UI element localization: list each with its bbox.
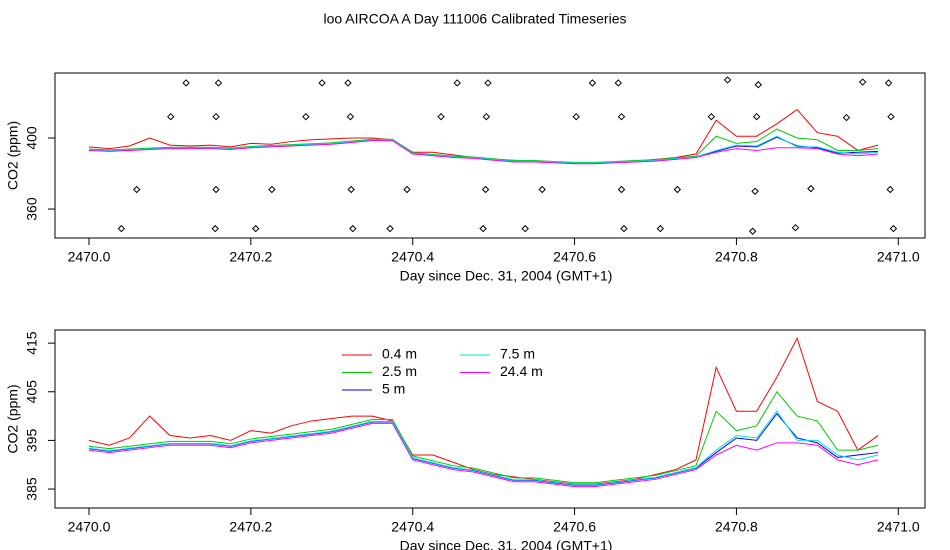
point xyxy=(117,224,126,233)
point xyxy=(538,185,546,194)
point xyxy=(617,185,626,194)
legend-label: 2.5 m xyxy=(382,363,417,379)
point xyxy=(791,223,800,232)
point xyxy=(521,224,529,233)
series-line xyxy=(88,336,879,485)
x-tick-label: 2470.2 xyxy=(229,519,272,535)
point xyxy=(858,78,867,86)
point xyxy=(614,79,622,87)
point xyxy=(807,184,815,193)
y-tick-label: 395 xyxy=(24,429,40,453)
legend-label: 0.4 m xyxy=(382,346,417,362)
y-axis-label: CO2 (ppm) xyxy=(5,384,21,453)
x-tick-label: 2470.8 xyxy=(715,249,758,265)
y-tick-label: 415 xyxy=(24,331,40,355)
x-tick-label: 2470.8 xyxy=(715,519,758,535)
point xyxy=(842,113,851,122)
point xyxy=(437,112,445,121)
plot-frame xyxy=(54,329,926,509)
y-tick-label: 385 xyxy=(24,477,40,501)
point xyxy=(251,224,260,233)
point xyxy=(752,112,761,121)
point xyxy=(212,112,220,121)
point xyxy=(349,224,357,233)
plot-frame xyxy=(54,72,926,239)
point xyxy=(386,224,394,233)
x-tick-label: 2470.2 xyxy=(229,249,272,265)
series-line xyxy=(88,390,879,484)
point xyxy=(346,112,355,121)
point xyxy=(347,185,355,194)
x-axis-label: Day since Dec. 31, 2004 (GMT+1) xyxy=(400,538,613,550)
point xyxy=(182,79,190,87)
series-line xyxy=(88,422,879,488)
point xyxy=(723,76,732,84)
series-line xyxy=(88,410,879,486)
point xyxy=(133,185,141,194)
y-tick-label: 360 xyxy=(24,197,40,221)
point xyxy=(484,79,492,87)
legend-label: 5 m xyxy=(382,381,405,397)
series-line xyxy=(88,108,879,164)
point xyxy=(884,79,893,87)
series-line xyxy=(88,128,879,163)
point xyxy=(751,187,759,195)
point xyxy=(214,79,223,87)
legend-label: 7.5 m xyxy=(500,346,535,362)
point xyxy=(479,224,487,233)
point xyxy=(318,79,326,87)
x-tick-label: 2470.4 xyxy=(391,249,434,265)
point xyxy=(886,185,894,194)
point xyxy=(268,185,276,194)
point xyxy=(673,185,682,194)
x-tick-label: 2471.0 xyxy=(877,249,920,265)
point xyxy=(211,224,219,233)
point xyxy=(453,79,461,87)
point xyxy=(588,79,597,87)
point xyxy=(707,112,716,121)
point xyxy=(212,185,220,194)
x-tick-label: 2470.6 xyxy=(553,519,596,535)
point xyxy=(748,227,757,235)
point xyxy=(572,112,580,121)
point xyxy=(481,185,490,194)
y-tick-label: 400 xyxy=(24,126,40,150)
x-tick-label: 2470.0 xyxy=(68,519,111,535)
point xyxy=(167,112,175,121)
legend-label: 24.4 m xyxy=(500,363,543,379)
point xyxy=(754,81,762,89)
x-axis-label: Day since Dec. 31, 2004 (GMT+1) xyxy=(400,268,613,284)
x-tick-label: 2470.6 xyxy=(553,249,596,265)
series-line xyxy=(88,135,879,164)
point xyxy=(344,79,352,87)
x-tick-label: 2470.0 xyxy=(68,249,111,265)
x-tick-label: 2470.4 xyxy=(391,519,434,535)
point xyxy=(887,112,895,121)
x-tick-label: 2471.0 xyxy=(877,519,920,535)
point xyxy=(302,112,310,121)
point xyxy=(889,224,898,233)
series-line xyxy=(88,140,879,165)
point xyxy=(482,112,491,121)
y-axis-label: CO2 (ppm) xyxy=(5,121,21,190)
point xyxy=(403,185,411,194)
point xyxy=(617,112,626,121)
chart-title: loo AIRCOA A Day 111006 Calibrated Times… xyxy=(324,11,627,27)
y-tick-label: 405 xyxy=(24,380,40,404)
point xyxy=(656,224,665,233)
point xyxy=(620,224,628,233)
